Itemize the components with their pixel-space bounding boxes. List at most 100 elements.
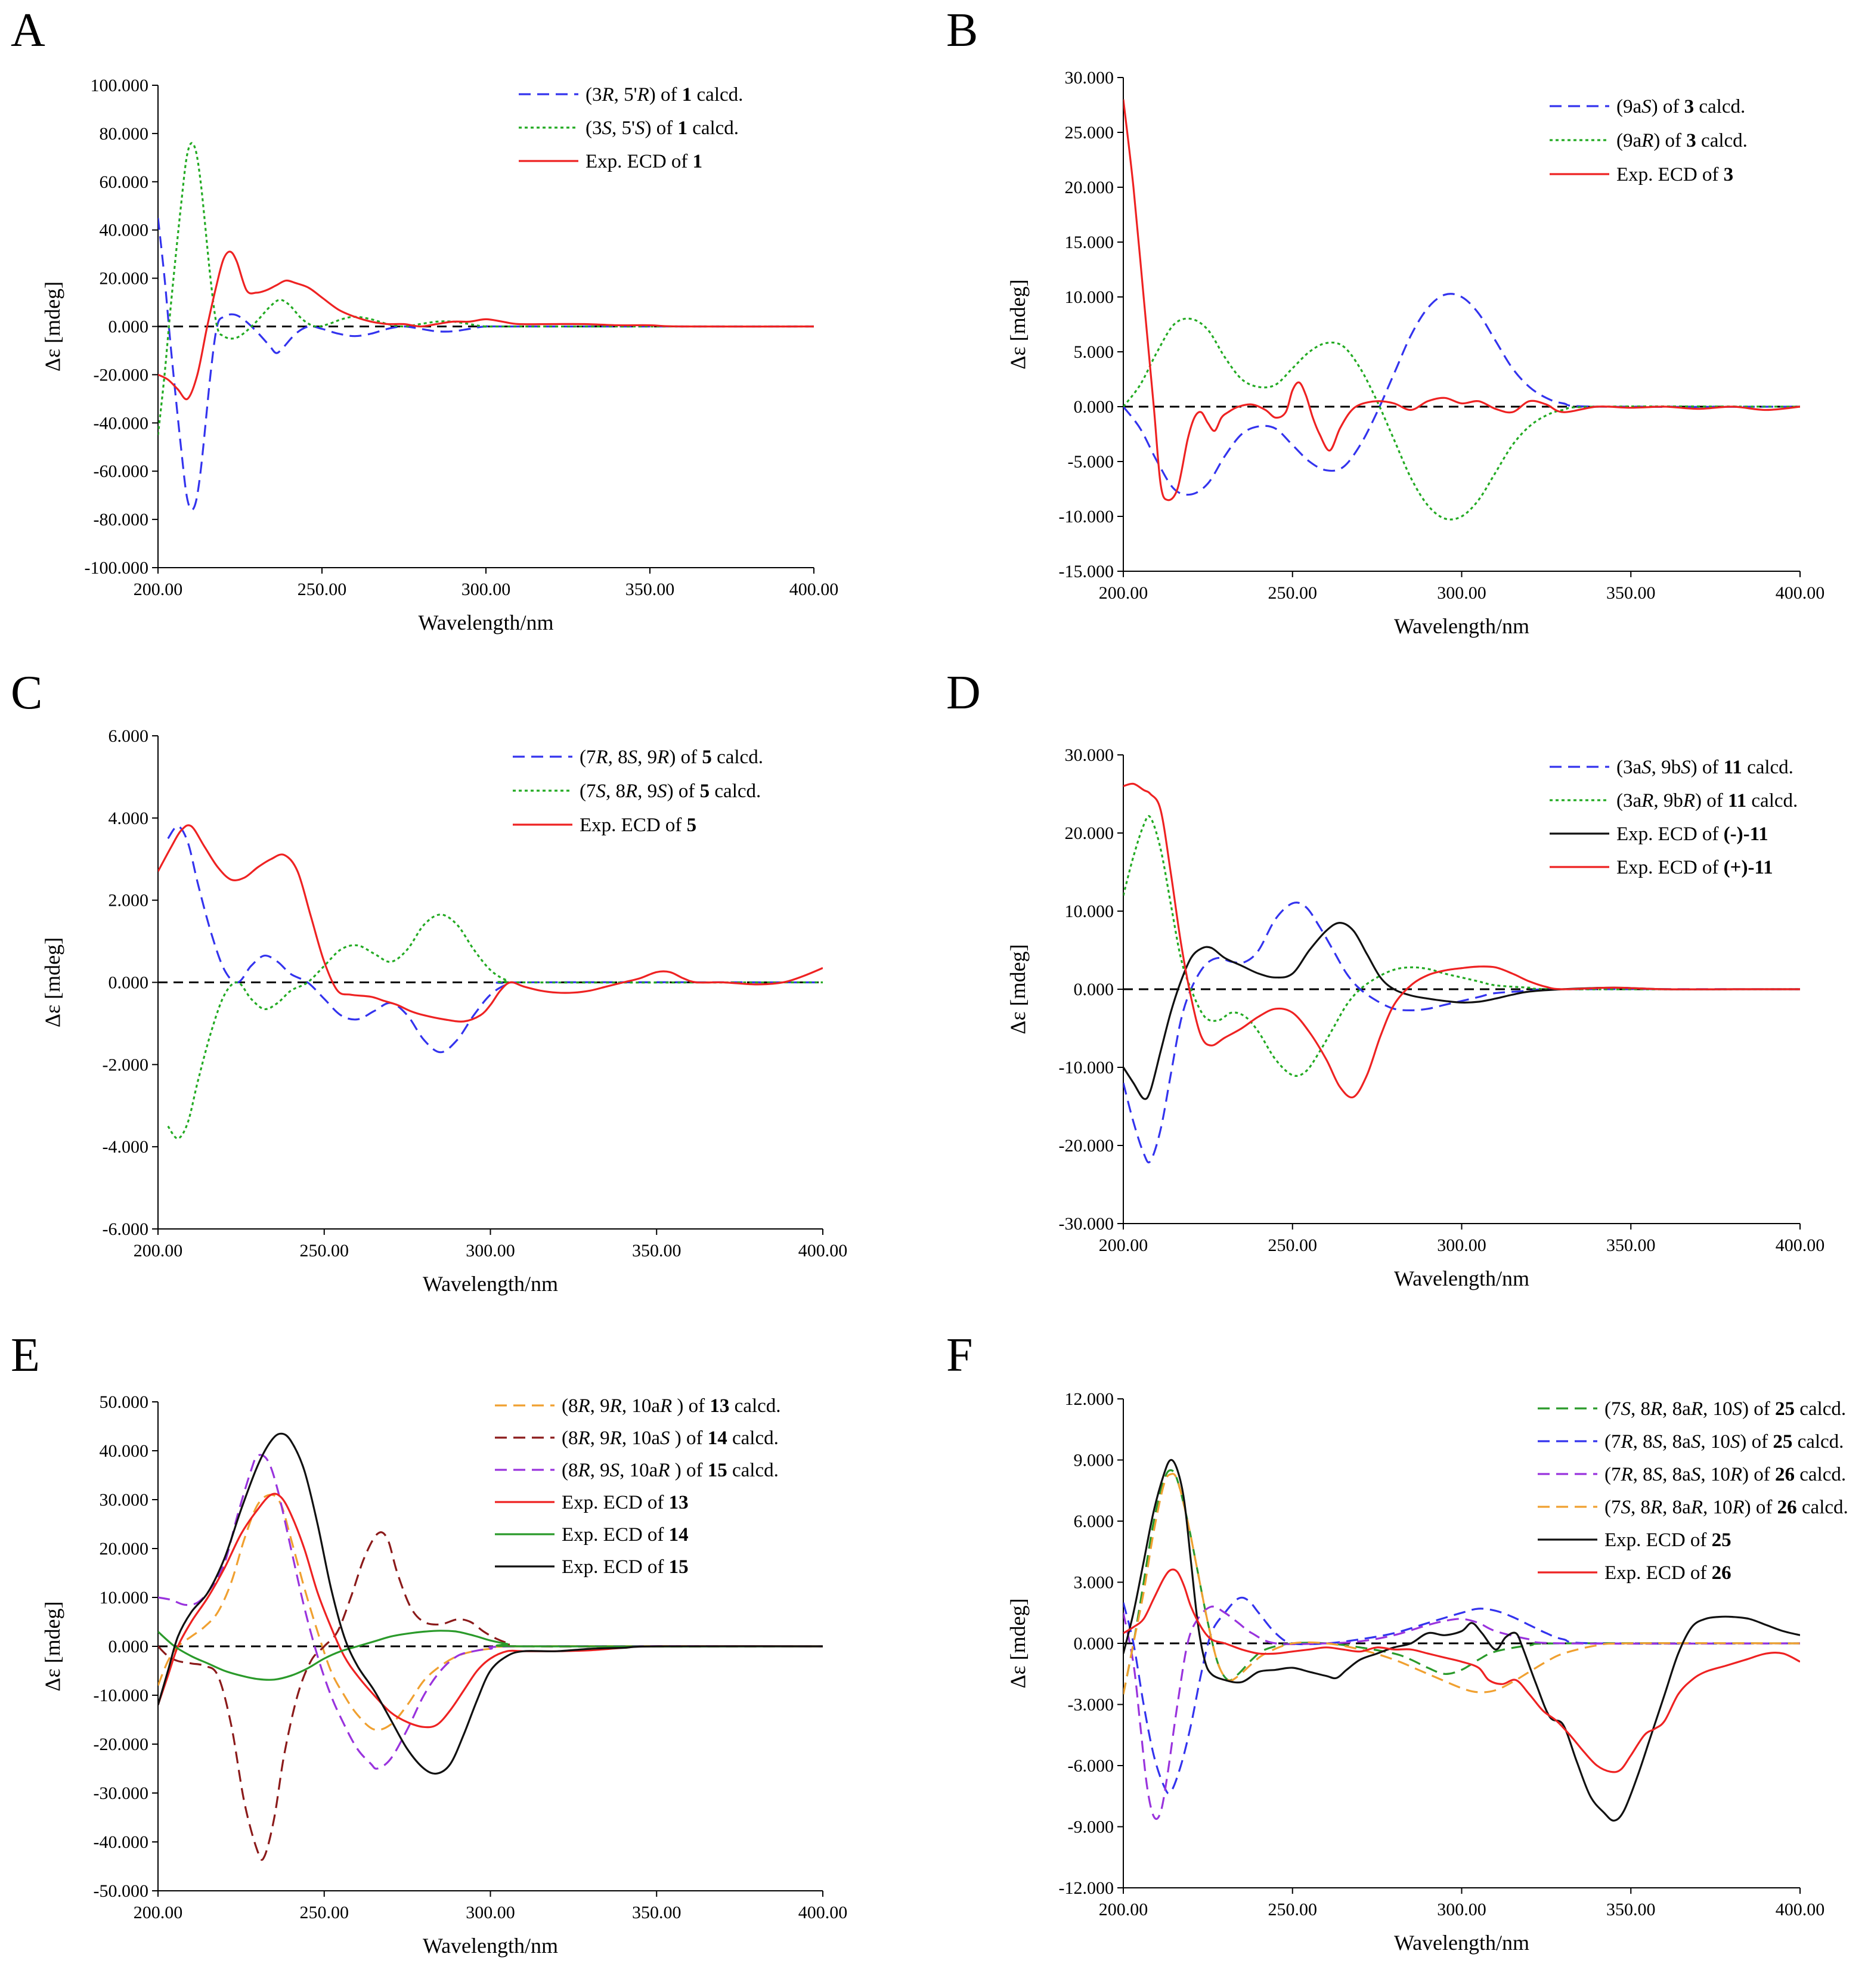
legend-label: Exp. ECD of 26	[1604, 1562, 1731, 1584]
x-tick-label: 250.00	[298, 580, 347, 599]
legend-label: (9aR) of 3 calcd.	[1616, 130, 1748, 151]
series-line-1	[1123, 902, 1800, 1164]
y-tick-label: 9.000	[1074, 1451, 1114, 1470]
y-tick-label: 20.000	[1065, 823, 1114, 843]
y-tick-label: -5.000	[1068, 452, 1114, 472]
x-tick-label: 350.00	[632, 1903, 682, 1922]
x-tick-label: 200.00	[134, 580, 183, 599]
legend-label: Exp. ECD of (-)-11	[1616, 823, 1768, 845]
y-tick-label: 30.000	[1065, 745, 1114, 765]
legend-label: Exp. ECD of 25	[1604, 1529, 1731, 1551]
panel-a: A -100.000 -80.000 -60.000 -40.000 -20.000 0.…	[0, 0, 936, 662]
x-tick-label: 400.00	[1776, 1900, 1825, 1919]
legend-label: (3aR, 9bR) of 11 calcd.	[1616, 790, 1798, 812]
legend-label: (7R, 8S, 8aS, 10R) of 26 calcd.	[1604, 1464, 1846, 1485]
y-tick-label: -15.000	[1059, 562, 1114, 581]
y-tick-label: -30.000	[1059, 1214, 1114, 1234]
y-tick-label: 3.000	[1074, 1573, 1114, 1593]
y-tick-label: -6.000	[1068, 1756, 1114, 1776]
x-tick-label: 200.00	[1099, 1900, 1148, 1919]
y-tick-label: -20.000	[1059, 1136, 1114, 1156]
y-tick-label: 6.000	[1074, 1512, 1114, 1531]
series-line-3	[1123, 99, 1800, 501]
y-tick-label: -50.000	[94, 1881, 149, 1901]
x-tick-label: 300.00	[466, 1241, 515, 1261]
series-line-1	[158, 1494, 823, 1731]
series-line-1	[1123, 293, 1800, 496]
y-tick-label: 20.000	[100, 1539, 149, 1559]
y-axis-title: Δε [mdeg]	[41, 281, 64, 371]
x-tick-label: 350.00	[625, 580, 675, 599]
y-tick-label: 30.000	[100, 1490, 149, 1510]
chart-b: -15.000 -10.000 -5.000 0.000 5.000 10.000 15.0…	[1006, 68, 1825, 638]
legend-label: (8R, 9S, 10aR ) of 15 calcd.	[562, 1460, 779, 1481]
y-tick-label: 100.000	[91, 76, 149, 95]
legend-label: (7R, 8S, 8aS, 10S) of 25 calcd.	[1604, 1431, 1844, 1453]
x-axis-title: Wavelength/nm	[1394, 614, 1529, 638]
legend-label: (7S, 8R, 9S) of 5 calcd.	[580, 781, 761, 802]
x-tick-label: 400.00	[789, 580, 839, 599]
series-line-3	[158, 250, 814, 401]
y-axis-title: Δε [mdeg]	[1006, 279, 1030, 369]
y-tick-label: -40.000	[94, 1832, 149, 1852]
y-axis-title: Δε [mdeg]	[41, 1601, 64, 1691]
y-tick-label: 10.000	[1065, 902, 1114, 921]
y-tick-label: -10.000	[94, 1686, 149, 1705]
panel-d: D -30.000 -20.000 -10.000 0.000 10.000 20.000…	[936, 662, 1871, 1325]
x-tick-label: 300.00	[466, 1903, 515, 1922]
y-tick-label: 0.000	[1074, 980, 1114, 999]
series-line-4	[1123, 1473, 1800, 1695]
series-line-5	[158, 1630, 823, 1681]
series-line-4	[158, 1492, 823, 1729]
series-line-1	[167, 825, 823, 1054]
y-tick-label: 6.000	[109, 726, 149, 746]
y-tick-label: -2.000	[103, 1055, 149, 1074]
y-tick-label: 4.000	[109, 809, 149, 828]
chart-d: -30.000 -20.000 -10.000 0.000 10.000 20.000 30…	[1006, 745, 1824, 1290]
x-axis-title: Wavelength/nm	[423, 1934, 558, 1958]
y-tick-label: -20.000	[94, 1735, 149, 1754]
y-tick-label: -10.000	[1059, 1058, 1114, 1077]
series-line-3	[1123, 922, 1800, 1100]
legend-label: (3S, 5'S) of 1 calcd.	[586, 117, 739, 139]
x-axis-title: Wavelength/nm	[423, 1272, 558, 1296]
x-tick-label: 300.00	[1437, 1900, 1486, 1919]
x-axis-title: Wavelength/nm	[1394, 1931, 1529, 1955]
y-tick-label: 60.000	[100, 172, 149, 192]
legend-label: (9aS) of 3 calcd.	[1616, 96, 1745, 117]
legend-label: (7S, 8R, 8aR, 10S) of 25 calcd.	[1604, 1398, 1846, 1420]
y-tick-label: 40.000	[100, 1441, 149, 1461]
chart-a: -100.000 -80.000 -60.000 -40.000 -20.000 0.00…	[41, 76, 839, 634]
y-tick-label: 15.000	[1065, 233, 1114, 252]
legend-label: Exp. ECD of (+)-11	[1616, 857, 1773, 878]
y-tick-label: 0.000	[109, 317, 149, 337]
panel-c: C -6.000 -4.000 -2.000 0.000 2.000 4.000 6.000…	[0, 662, 936, 1325]
y-tick-label: 20.000	[1065, 178, 1114, 197]
y-tick-label: 0.000	[1074, 1634, 1114, 1653]
y-tick-label: 0.000	[109, 1637, 149, 1656]
series-line-4	[1123, 782, 1800, 1099]
y-tick-label: -100.000	[85, 558, 149, 578]
y-tick-label: -9.000	[1068, 1817, 1114, 1837]
x-tick-label: 300.00	[1437, 1235, 1486, 1255]
x-tick-label: 200.00	[1099, 583, 1148, 603]
series-line-5	[1123, 1459, 1800, 1822]
panel-letter: A	[11, 4, 45, 57]
legend-label: (3R, 5'R) of 1 calcd.	[586, 84, 743, 106]
panel-letter: C	[11, 667, 43, 719]
y-tick-label: 10.000	[100, 1588, 149, 1608]
panel-b: B -15.000 -10.000 -5.000 0.000 5.000 10.000 15…	[936, 0, 1871, 662]
x-tick-label: 200.00	[134, 1241, 183, 1261]
panel-e: E -50.000 -40.000 -30.000 -20.000 -10.000 0.0…	[0, 1325, 936, 1988]
y-tick-label: 5.000	[1074, 342, 1114, 362]
series-line-2	[158, 142, 814, 435]
series-line-6	[158, 1432, 823, 1775]
y-tick-label: 80.000	[100, 124, 149, 144]
y-tick-label: 0.000	[109, 973, 149, 993]
x-tick-label: 400.00	[1776, 583, 1825, 603]
y-tick-label: 40.000	[100, 221, 149, 240]
panel-letter: B	[946, 4, 978, 57]
panel-letter: F	[946, 1329, 973, 1382]
y-axis-title: Δε [mdeg]	[1006, 944, 1030, 1034]
y-tick-label: -80.000	[94, 510, 149, 529]
